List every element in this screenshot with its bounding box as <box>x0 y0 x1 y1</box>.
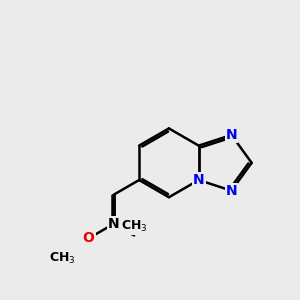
Text: O: O <box>108 217 120 231</box>
Text: N: N <box>226 184 237 198</box>
Text: CH$_3$: CH$_3$ <box>121 219 147 234</box>
Text: O: O <box>82 231 94 245</box>
Text: N: N <box>108 217 120 231</box>
Text: CH$_3$: CH$_3$ <box>49 251 76 266</box>
Text: N: N <box>226 128 237 142</box>
Text: N: N <box>193 173 205 187</box>
